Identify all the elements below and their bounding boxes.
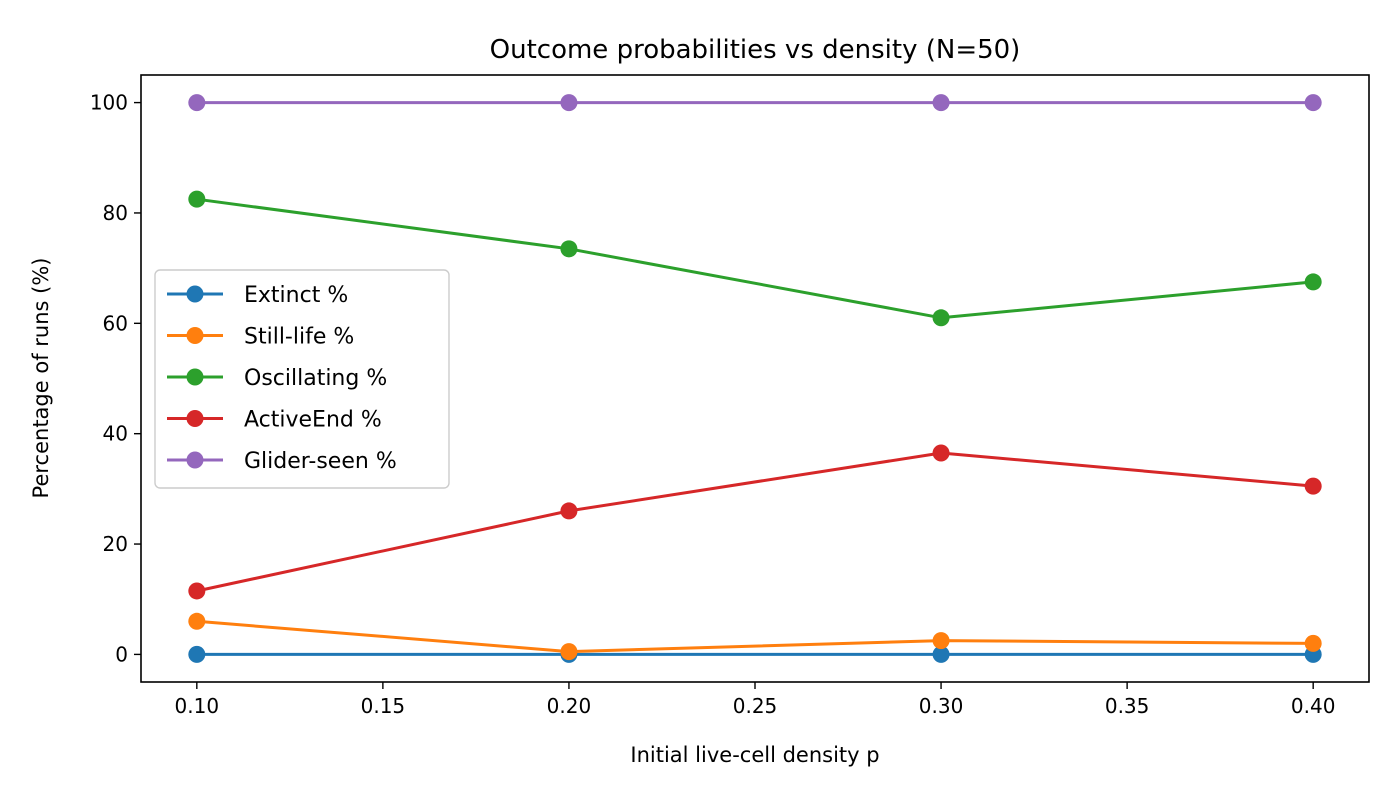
y-tick-label: 20 — [103, 532, 128, 556]
data-point — [560, 94, 578, 112]
legend: Extinct % Still-life % Oscillating % Active… — [154, 269, 450, 489]
legend-marker — [186, 285, 204, 303]
data-point — [188, 612, 206, 630]
x-tick-label: 0.20 — [547, 694, 592, 718]
x-tick-label: 0.30 — [919, 694, 964, 718]
y-tick-label: 0 — [115, 642, 128, 666]
data-point — [560, 502, 578, 520]
series-line — [196, 197, 1314, 320]
x-tick-label: 0.25 — [733, 694, 778, 718]
legend-label: Oscillating % — [244, 366, 387, 391]
data-point — [932, 94, 950, 112]
legend-label: Glider-seen % — [244, 449, 397, 474]
legend-label: Still-life % — [244, 325, 354, 350]
data-point — [1304, 273, 1322, 291]
data-point — [932, 645, 950, 663]
y-tick-label: 100 — [90, 91, 128, 115]
y-tick-label: 40 — [103, 422, 128, 446]
data-point — [1304, 94, 1322, 112]
data-point — [932, 444, 950, 462]
data-point — [932, 309, 950, 327]
x-axis-label: Initial live-cell density p — [630, 743, 879, 767]
data-point — [188, 190, 206, 208]
data-point — [1304, 477, 1322, 495]
y-tick-label: 80 — [103, 201, 128, 225]
data-point — [560, 643, 578, 661]
data-point — [188, 94, 206, 112]
data-point — [188, 582, 206, 600]
legend-marker — [186, 368, 204, 386]
y-axis: 0 20 40 60 80 100 — [90, 91, 141, 666]
legend-label: Extinct % — [244, 283, 348, 308]
legend-label: ActiveEnd % — [244, 408, 382, 433]
y-tick-label: 60 — [103, 311, 128, 335]
chart-title: Outcome probabilities vs density (N=50) — [490, 35, 1021, 65]
data-point — [560, 240, 578, 258]
series-line — [196, 619, 1314, 654]
data-point — [932, 632, 950, 650]
x-tick-label: 0.10 — [175, 694, 220, 718]
legend-marker — [186, 451, 204, 469]
legend-marker — [186, 327, 204, 344]
legend-box — [154, 269, 450, 489]
y-axis-label: Percentage of runs (%) — [29, 258, 53, 499]
series-line — [196, 451, 1314, 593]
data-point — [188, 645, 206, 663]
legend-marker — [186, 410, 204, 427]
x-axis: 0.10 0.15 0.20 0.25 0.30 0.35 0.40 — [175, 682, 1336, 718]
x-tick-label: 0.15 — [361, 694, 406, 718]
data-point — [1304, 634, 1322, 652]
x-tick-label: 0.35 — [1105, 694, 1150, 718]
plot-area — [188, 94, 1322, 663]
x-tick-label: 0.40 — [1291, 694, 1336, 718]
